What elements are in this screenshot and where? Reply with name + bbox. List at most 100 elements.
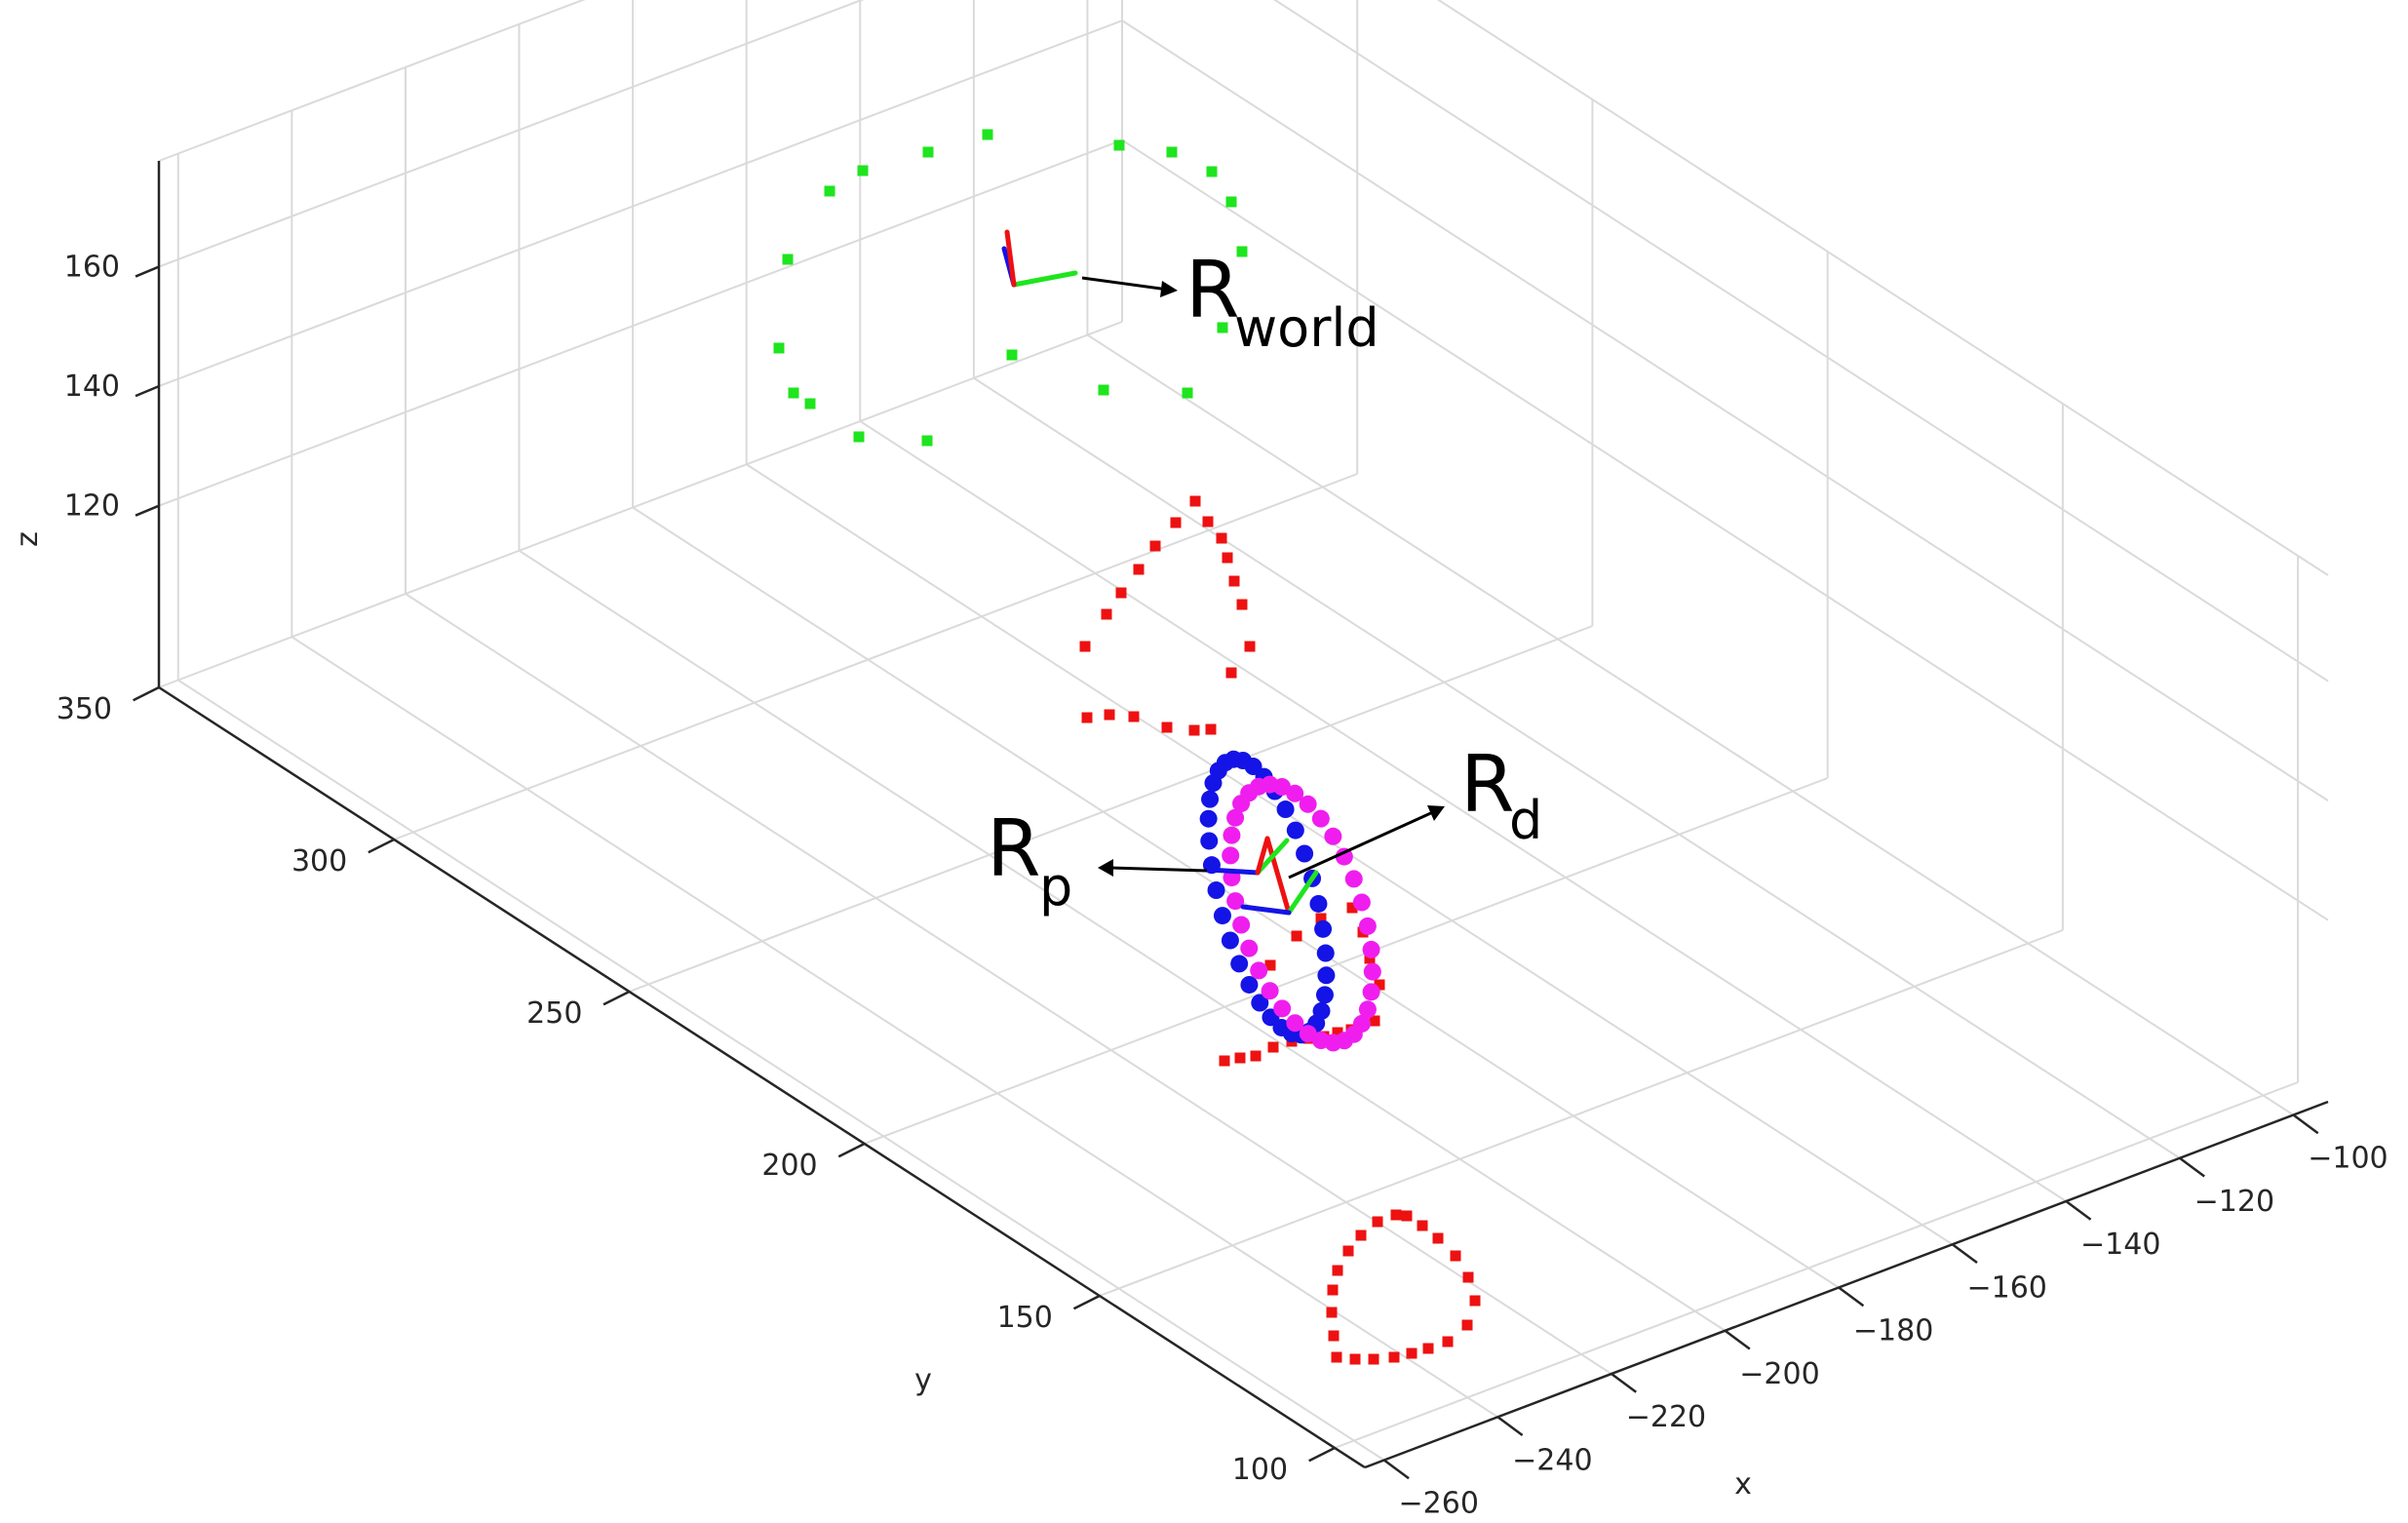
y-tick-label: 200 [761, 1149, 817, 1183]
magenta-marker [1358, 917, 1377, 935]
magenta-marker [1299, 795, 1317, 813]
y-tick [1308, 1446, 1336, 1463]
x-tick [1496, 1416, 1524, 1436]
red-marker [1462, 1271, 1474, 1283]
grid-lines [158, 0, 2329, 1462]
y-tick-label: 100 [1232, 1453, 1288, 1487]
annotation-r-d-main: R [1460, 739, 1515, 830]
magenta-marker [1311, 809, 1330, 828]
series-magenta-markers [1222, 775, 1381, 1052]
x-tick [2179, 1156, 2205, 1178]
blue-marker [1199, 809, 1218, 828]
arrow-r-world [1081, 276, 1169, 292]
annotation-r-p-sub: p [1039, 856, 1072, 918]
magenta-marker [1286, 1014, 1304, 1033]
x-tick [1724, 1329, 1751, 1350]
series-red-markers [1079, 495, 1481, 1365]
grid-line-floor-y [864, 777, 1828, 1145]
blue-marker [1207, 881, 1225, 900]
red-marker [1331, 1351, 1342, 1363]
frame-p-y-axis [1255, 838, 1290, 876]
grid-line-floor-x [1086, 333, 2294, 1116]
red-marker [1442, 1336, 1454, 1347]
blue-marker [1240, 975, 1259, 994]
x-tick [1383, 1459, 1410, 1480]
green-marker [1006, 349, 1018, 361]
arrow-r-d [1288, 809, 1436, 879]
frame-d-z-axis [1240, 904, 1292, 916]
green-marker [1206, 166, 1218, 177]
blue-marker [1316, 944, 1335, 962]
z-tick-label: 160 [64, 251, 120, 285]
green-marker [1217, 322, 1228, 333]
blue-marker [1221, 931, 1239, 950]
grid-line-floor-y [393, 473, 1358, 840]
magenta-marker [1222, 846, 1240, 865]
x-tick-label: −260 [1399, 1487, 1479, 1521]
z-tick-label: 120 [64, 489, 120, 524]
frame-p-x-axis [1255, 836, 1270, 876]
red-marker [1115, 587, 1127, 599]
red-marker [1079, 641, 1091, 652]
magenta-marker [1312, 1032, 1330, 1049]
annotation-r-p: R p [987, 803, 1208, 918]
blue-marker [1317, 966, 1336, 985]
red-marker [1422, 1343, 1434, 1354]
magenta-marker [1358, 1000, 1377, 1019]
y-axis-label: y [914, 1363, 932, 1397]
annotation-r-world-main: R [1185, 245, 1240, 335]
x-tick-label: −140 [2080, 1228, 2160, 1262]
red-marker [1432, 1232, 1444, 1244]
red-marker [1461, 1319, 1473, 1331]
blue-marker [1230, 955, 1249, 973]
red-marker [1128, 711, 1140, 722]
red-marker [1388, 1351, 1400, 1363]
grid-line-side-wall-z [1121, 138, 2329, 921]
z-axis-label: z [11, 531, 45, 547]
x-tick-label: −160 [1966, 1270, 2046, 1305]
arrow-r-p [1110, 866, 1208, 873]
x-tick-label: −180 [1853, 1314, 1933, 1348]
arrowhead-r-p [1098, 859, 1113, 877]
grid-line-floor-x [177, 679, 1385, 1462]
magenta-marker [1299, 1025, 1317, 1043]
red-marker [1332, 1265, 1343, 1276]
x-tick [2292, 1113, 2319, 1135]
magenta-marker [1352, 893, 1371, 912]
red-marker [1374, 979, 1385, 991]
grid-line-floor-x [973, 376, 2181, 1159]
green-marker [1098, 384, 1109, 396]
magenta-marker [1344, 870, 1363, 888]
blue-marker [1224, 750, 1243, 768]
red-marker [1417, 1220, 1428, 1231]
magenta-marker [1273, 999, 1292, 1018]
magenta-marker [1286, 784, 1304, 802]
red-marker [1133, 564, 1145, 575]
frame-world-x-axis [1004, 229, 1017, 288]
green-marker [1236, 246, 1248, 257]
y-tick [368, 838, 395, 854]
magenta-marker [1223, 826, 1241, 844]
magenta-marker [1363, 962, 1381, 981]
x-tick-label: −240 [1512, 1443, 1592, 1477]
red-marker [1264, 959, 1276, 971]
magenta-marker [1324, 827, 1342, 845]
annotation-r-p-main: R [987, 803, 1041, 894]
green-marker [853, 431, 865, 443]
grid-line-floor-y [158, 321, 1123, 688]
red-marker [1390, 1209, 1402, 1221]
blue-marker [1200, 832, 1219, 850]
magenta-marker [1232, 916, 1251, 934]
frame-world-y-axis [1011, 270, 1078, 288]
arrowhead-r-d [1427, 805, 1445, 821]
blue-marker [1314, 919, 1333, 938]
red-marker [1236, 599, 1248, 610]
x-tick [1838, 1286, 1865, 1308]
red-marker [1369, 1015, 1380, 1027]
magenta-marker [1362, 983, 1380, 1001]
y-tick-label: 150 [997, 1301, 1053, 1335]
red-marker [1267, 1041, 1279, 1053]
y-tick-label: 300 [291, 844, 347, 879]
blue-marker [1251, 994, 1269, 1012]
red-marker [1188, 724, 1200, 736]
